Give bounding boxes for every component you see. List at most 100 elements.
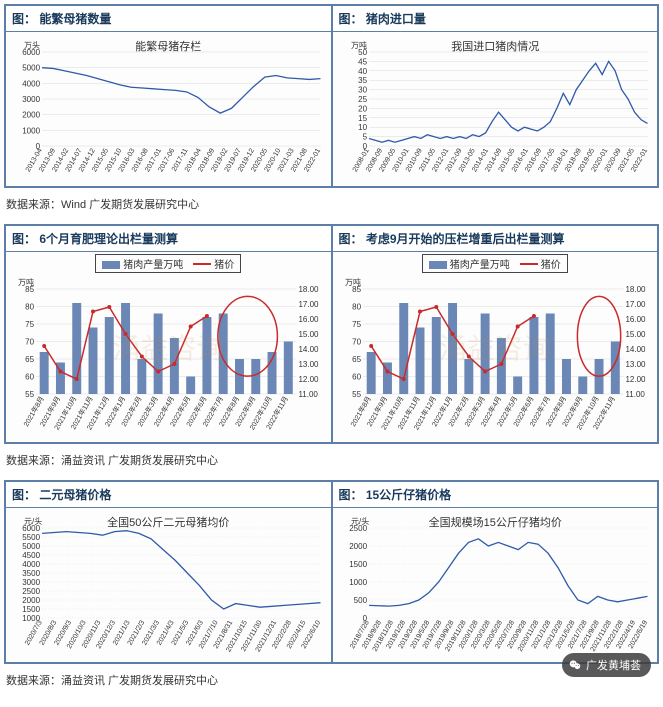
chart-area: 猪肉产量万吨 猪价 涌益咨询5560657075808511.0012.0013… — [6, 252, 331, 442]
svg-text:2000: 2000 — [22, 111, 40, 120]
svg-text:16.00: 16.00 — [298, 315, 319, 324]
svg-text:14.00: 14.00 — [625, 345, 646, 354]
chart-svg: 050010001500200025002018/7/282018/9/2820… — [335, 510, 656, 660]
svg-text:1500: 1500 — [22, 605, 40, 614]
chart-page: 图： 能繁母猪数量01000200030004000500060002013-0… — [4, 4, 659, 700]
legend: 猪肉产量万吨 猪价 — [95, 254, 241, 273]
svg-text:55: 55 — [352, 390, 361, 399]
svg-text:20: 20 — [358, 104, 367, 113]
svg-text:25: 25 — [358, 95, 367, 104]
svg-text:万吨: 万吨 — [351, 40, 367, 50]
chart-panel: 图： 考虑9月开始的压栏增重后出栏量测算 猪肉产量万吨 猪价 涌益咨询55606… — [332, 225, 659, 443]
chart-row: 图： 6个月育肥理论出栏量测算 猪肉产量万吨 猪价 涌益咨询5560657075… — [4, 224, 659, 444]
data-source: 数据来源：涌益资讯 广发期货发展研究中心 — [4, 446, 659, 480]
chart-svg: 01000200030004000500060002013-042013-092… — [8, 34, 329, 184]
wechat-label: 广发黄埔荟 — [586, 657, 641, 673]
svg-text:12.00: 12.00 — [298, 375, 319, 384]
chart-svg: 5560657075808511.0012.0013.0014.0015.001… — [335, 275, 656, 440]
chart-area: 猪肉产量万吨 猪价 涌益咨询5560657075808511.0012.0013… — [333, 252, 658, 442]
svg-text:15.00: 15.00 — [298, 330, 319, 339]
svg-text:5500: 5500 — [22, 533, 40, 542]
chart-svg: 1000150020002500300035004000450050005500… — [8, 510, 329, 660]
legend: 猪肉产量万吨 猪价 — [422, 254, 568, 273]
svg-text:30: 30 — [358, 86, 367, 95]
svg-text:2000: 2000 — [349, 542, 367, 551]
svg-text:11.00: 11.00 — [298, 390, 318, 399]
chart-area: 01000200030004000500060002013-042013-092… — [6, 32, 331, 186]
data-source: 数据来源：涌益资讯 广发期货发展研究中心 — [4, 666, 659, 700]
svg-text:75: 75 — [352, 320, 361, 329]
chart-panel: 图： 15公斤仔猪价格050010001500200025002018/7/28… — [332, 481, 659, 663]
svg-text:40: 40 — [358, 67, 367, 76]
svg-text:万吨: 万吨 — [18, 277, 34, 287]
svg-text:55: 55 — [25, 390, 34, 399]
chart-area: 1000150020002500300035004000450050005500… — [6, 508, 331, 662]
svg-text:11.00: 11.00 — [625, 390, 645, 399]
panel-title: 图： 二元母猪价格 — [6, 482, 331, 508]
chart-area: 050010001500200025002018/7/282018/9/2820… — [333, 508, 658, 662]
svg-text:65: 65 — [25, 355, 34, 364]
svg-text:70: 70 — [352, 338, 361, 347]
chart-panel: 图： 猪肉进口量051015202530354045502008-012008-… — [332, 5, 659, 187]
legend-line-label: 猪价 — [214, 260, 234, 271]
svg-text:万头: 万头 — [24, 40, 40, 50]
svg-text:4500: 4500 — [22, 551, 40, 560]
svg-text:10: 10 — [358, 123, 367, 132]
panel-title: 图： 15公斤仔猪价格 — [333, 482, 658, 508]
svg-text:3000: 3000 — [22, 95, 40, 104]
svg-text:500: 500 — [353, 596, 367, 605]
svg-text:4000: 4000 — [22, 79, 40, 88]
chart-panel: 图： 能繁母猪数量01000200030004000500060002013-0… — [5, 5, 332, 187]
chart-svg: 5560657075808511.0012.0013.0014.0015.001… — [8, 275, 329, 440]
svg-text:15.00: 15.00 — [625, 330, 646, 339]
svg-text:13.00: 13.00 — [625, 360, 646, 369]
wechat-pill[interactable]: 广发黄埔荟 — [562, 653, 651, 677]
data-source: 数据来源：Wind 广发期货发展研究中心 — [4, 190, 659, 224]
svg-text:12.00: 12.00 — [625, 375, 646, 384]
svg-text:元/头: 元/头 — [351, 516, 369, 526]
svg-text:75: 75 — [25, 320, 34, 329]
chart-row: 图： 能繁母猪数量01000200030004000500060002013-0… — [4, 4, 659, 188]
chart-svg: 051015202530354045502008-012008-092009-0… — [335, 34, 656, 184]
svg-text:1000: 1000 — [22, 126, 40, 135]
svg-text:4000: 4000 — [22, 560, 40, 569]
svg-text:2000: 2000 — [22, 596, 40, 605]
svg-text:5000: 5000 — [22, 64, 40, 73]
panel-title: 图： 6个月育肥理论出栏量测算 — [6, 226, 331, 252]
svg-text:14.00: 14.00 — [298, 345, 319, 354]
svg-text:1500: 1500 — [349, 560, 367, 569]
svg-text:全国50公斤二元母猪均价: 全国50公斤二元母猪均价 — [107, 515, 229, 529]
svg-text:元/头: 元/头 — [24, 516, 42, 526]
wechat-icon — [568, 658, 582, 672]
svg-text:5: 5 — [362, 133, 367, 142]
chart-panel: 图： 6个月育肥理论出栏量测算 猪肉产量万吨 猪价 涌益咨询5560657075… — [5, 225, 332, 443]
svg-text:65: 65 — [352, 355, 361, 364]
svg-text:1000: 1000 — [349, 578, 367, 587]
svg-text:18.00: 18.00 — [625, 285, 646, 294]
svg-text:35: 35 — [358, 76, 367, 85]
svg-text:5000: 5000 — [22, 542, 40, 551]
svg-text:全国规模场15公斤仔猪均价: 全国规模场15公斤仔猪均价 — [428, 515, 561, 529]
chart-area: 051015202530354045502008-012008-092009-0… — [333, 32, 658, 186]
svg-text:60: 60 — [352, 373, 361, 382]
svg-text:45: 45 — [358, 57, 367, 66]
svg-text:万吨: 万吨 — [345, 277, 361, 287]
svg-text:15: 15 — [358, 114, 367, 123]
chart-row: 图： 二元母猪价格1000150020002500300035004000450… — [4, 480, 659, 664]
legend-bar-label: 猪肉产量万吨 — [123, 260, 183, 271]
svg-text:2500: 2500 — [22, 587, 40, 596]
panel-title: 图： 猪肉进口量 — [333, 6, 658, 32]
svg-text:17.00: 17.00 — [625, 300, 646, 309]
legend-line-label: 猪价 — [541, 260, 561, 271]
svg-text:我国进口猪肉情况: 我国进口猪肉情况 — [451, 40, 539, 53]
svg-text:70: 70 — [25, 338, 34, 347]
svg-text:能繁母猪存栏: 能繁母猪存栏 — [135, 39, 201, 53]
panel-title: 图： 考虑9月开始的压栏增重后出栏量测算 — [333, 226, 658, 252]
panel-title: 图： 能繁母猪数量 — [6, 6, 331, 32]
svg-text:80: 80 — [352, 303, 361, 312]
svg-text:18.00: 18.00 — [298, 285, 319, 294]
svg-text:80: 80 — [25, 303, 34, 312]
svg-text:17.00: 17.00 — [298, 300, 319, 309]
svg-text:3500: 3500 — [22, 569, 40, 578]
svg-text:13.00: 13.00 — [298, 360, 319, 369]
